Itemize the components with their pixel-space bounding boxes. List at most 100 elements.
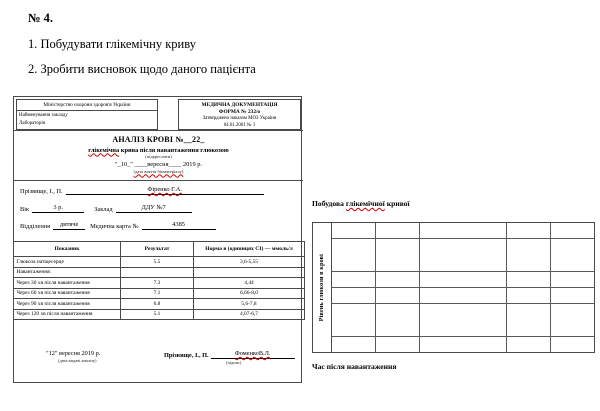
analysis-subtitle: глікемічна крива після навантаження глюк… — [14, 147, 303, 154]
name-label: Прізвище, І., П. — [20, 188, 63, 195]
underline-note: (підкреслити) — [145, 154, 172, 159]
table-row: Глюкоза натщесерце 5.5 3,6-5,55 — [13, 256, 305, 268]
age-field: 3 р. — [32, 204, 85, 213]
name-field: Фіренко Г.А. — [65, 186, 264, 195]
table-header-row: Показник Результат Норма в (одиницях СІ)… — [13, 241, 305, 257]
grid-cell — [419, 223, 463, 239]
patient-age-line: Вік 3 р. Заклад ДДУ №7 — [20, 204, 298, 213]
task-number: № 4. — [28, 11, 54, 25]
analysis-title: АНАЛІЗ КРОВІ №__22_ — [112, 135, 205, 144]
grid-cell — [551, 304, 594, 320]
grid-cell — [551, 320, 594, 336]
cell-indicator: Через 60 хв після навантаження — [13, 287, 121, 299]
grid-cell — [463, 271, 507, 288]
grid-cell — [507, 271, 551, 288]
x-axis-label: Час після навантаження — [312, 362, 397, 371]
plot-title-word2: глікемічної — [345, 199, 385, 208]
grid-cell — [551, 255, 594, 271]
zaklad-field: ДДУ №7 — [115, 204, 192, 213]
grid-cell — [375, 223, 419, 239]
table-row: Через 90 хв після навантаження 6.8 5,6-7… — [13, 298, 305, 310]
y-axis-label-cell: Рівень глюкози в крові — [313, 223, 332, 352]
doc-caption: МЕДИЧНА ДОКУМЕНТАЦІЯ — [201, 101, 278, 108]
cell-norm — [193, 266, 305, 278]
grid-cell — [419, 271, 463, 288]
cell-result: 5.5 — [120, 256, 194, 268]
department-label: Відділення — [20, 223, 51, 230]
grid-cell — [507, 320, 551, 336]
signature-field: ФоменкоВ.Л. — [210, 350, 295, 359]
grid-cell — [375, 271, 419, 288]
institution-label: Найменування закладу — [19, 113, 68, 118]
patient-name-line: Прізвище, І., П. Фіренко Г.А. — [20, 186, 298, 195]
cell-norm: 5,6-7,8 — [193, 298, 305, 310]
cell-indicator: Глюкоза натщесерце — [13, 256, 121, 268]
curve-grid: Рівень глюкози в крові — [312, 222, 595, 353]
form-header-institution: Міністерство охорони здоров'я України На… — [16, 99, 158, 130]
grid-cell — [551, 223, 594, 239]
grid-cell — [463, 320, 507, 336]
issue-date-block: "12" вересня 2019 р. (дата видачі аналіз… — [46, 350, 100, 363]
grid-cell — [332, 223, 375, 239]
table-row: Через 60 хв після навантаження 7.1 6,66-… — [13, 287, 305, 299]
blood-test-form: Міністерство охорони здоров'я України На… — [13, 96, 305, 383]
form-header-doc-info: МЕДИЧНА ДОКУМЕНТАЦІЯ ФОРМА № 232/о Затве… — [178, 99, 301, 130]
grid-cell — [375, 255, 419, 271]
department-field: дитяче — [53, 221, 86, 230]
grid-cell — [551, 287, 594, 304]
zaklad-label: Заклад — [94, 205, 113, 213]
grid-cell — [375, 239, 419, 255]
col-result: Результат — [120, 241, 194, 257]
form-title-section: АНАЛІЗ КРОВІ №__22_ глікемічна крива піс… — [14, 130, 303, 181]
patient-dept-line: Відділення дитяче Медична карта № 4385 — [20, 221, 298, 230]
grid-cell — [332, 255, 375, 271]
grid-cell — [332, 271, 375, 288]
subtitle-rest: крива після навантаження глюкозою — [119, 146, 229, 154]
cell-indicator: Через 90 хв після навантаження — [13, 298, 121, 310]
task-1: 1. Побудувати глікемічну криву — [28, 37, 196, 51]
subtitle-word: глікемічна — [88, 146, 120, 154]
sample-date-note: (дата взяття біоматеріалу) — [133, 168, 184, 174]
plot-title-word3: кривої — [386, 199, 410, 208]
grid-cell — [419, 304, 463, 320]
grid-cell — [375, 287, 419, 304]
grid-cell — [463, 223, 507, 239]
grid-cell — [375, 320, 419, 336]
grid-cell — [507, 304, 551, 320]
table-row: Через 120 хв після навантаження 5.1 4,07… — [13, 308, 305, 320]
table-row: Через 30 хв після навантаження 7.3 4,44 — [13, 277, 305, 289]
grid-cell — [463, 304, 507, 320]
grid-cell — [507, 336, 551, 352]
grid-cell — [507, 287, 551, 304]
col-norm: Норма в (одиницях СІ) — ммоль/л — [193, 241, 305, 257]
cell-result: 6.8 — [120, 298, 194, 310]
grid-cell — [419, 255, 463, 271]
grid-cell — [507, 255, 551, 271]
ministry-cell: Міністерство охорони здоров'я України — [17, 100, 157, 111]
cell-result: 7.3 — [120, 277, 194, 289]
grid-cell — [507, 239, 551, 255]
card-label: Медична карта № — [90, 223, 139, 230]
signature-note: (підпис) — [226, 360, 242, 365]
task-2: 2. Зробити висновок щодо даного пацієнта — [28, 62, 256, 76]
plot-title-word1: Побудова — [312, 199, 344, 208]
issue-date-note: (дата видачі аналізу) — [58, 357, 97, 363]
approved-line-1: Затверджено наказом МОЗ України — [202, 116, 277, 122]
grid-cell — [463, 336, 507, 352]
cell-indicator: Навантаження: — [13, 266, 121, 278]
patient-name: Фіренко Г.А. — [147, 186, 182, 193]
grid-cell — [332, 336, 375, 352]
grid-cell — [463, 239, 507, 255]
grid-cell — [551, 336, 594, 352]
grid-cell — [375, 336, 419, 352]
cell-indicator: Через 120 хв після навантаження — [13, 308, 121, 320]
approved-line-2: 04.01.2001 № 1 — [223, 122, 256, 128]
form-number: ФОРМА № 232/о — [218, 108, 261, 115]
cell-indicator: Через 30 хв після навантаження — [13, 277, 121, 289]
grid-cell — [463, 287, 507, 304]
sample-date-line: "_10_" ____вересня____ 2019 р. — [114, 161, 203, 168]
laboratory-label: Лабораторія — [19, 121, 46, 127]
cell-norm: 6,66-8,0 — [193, 287, 305, 299]
cell-norm: 4,07-6,7 — [193, 308, 305, 320]
